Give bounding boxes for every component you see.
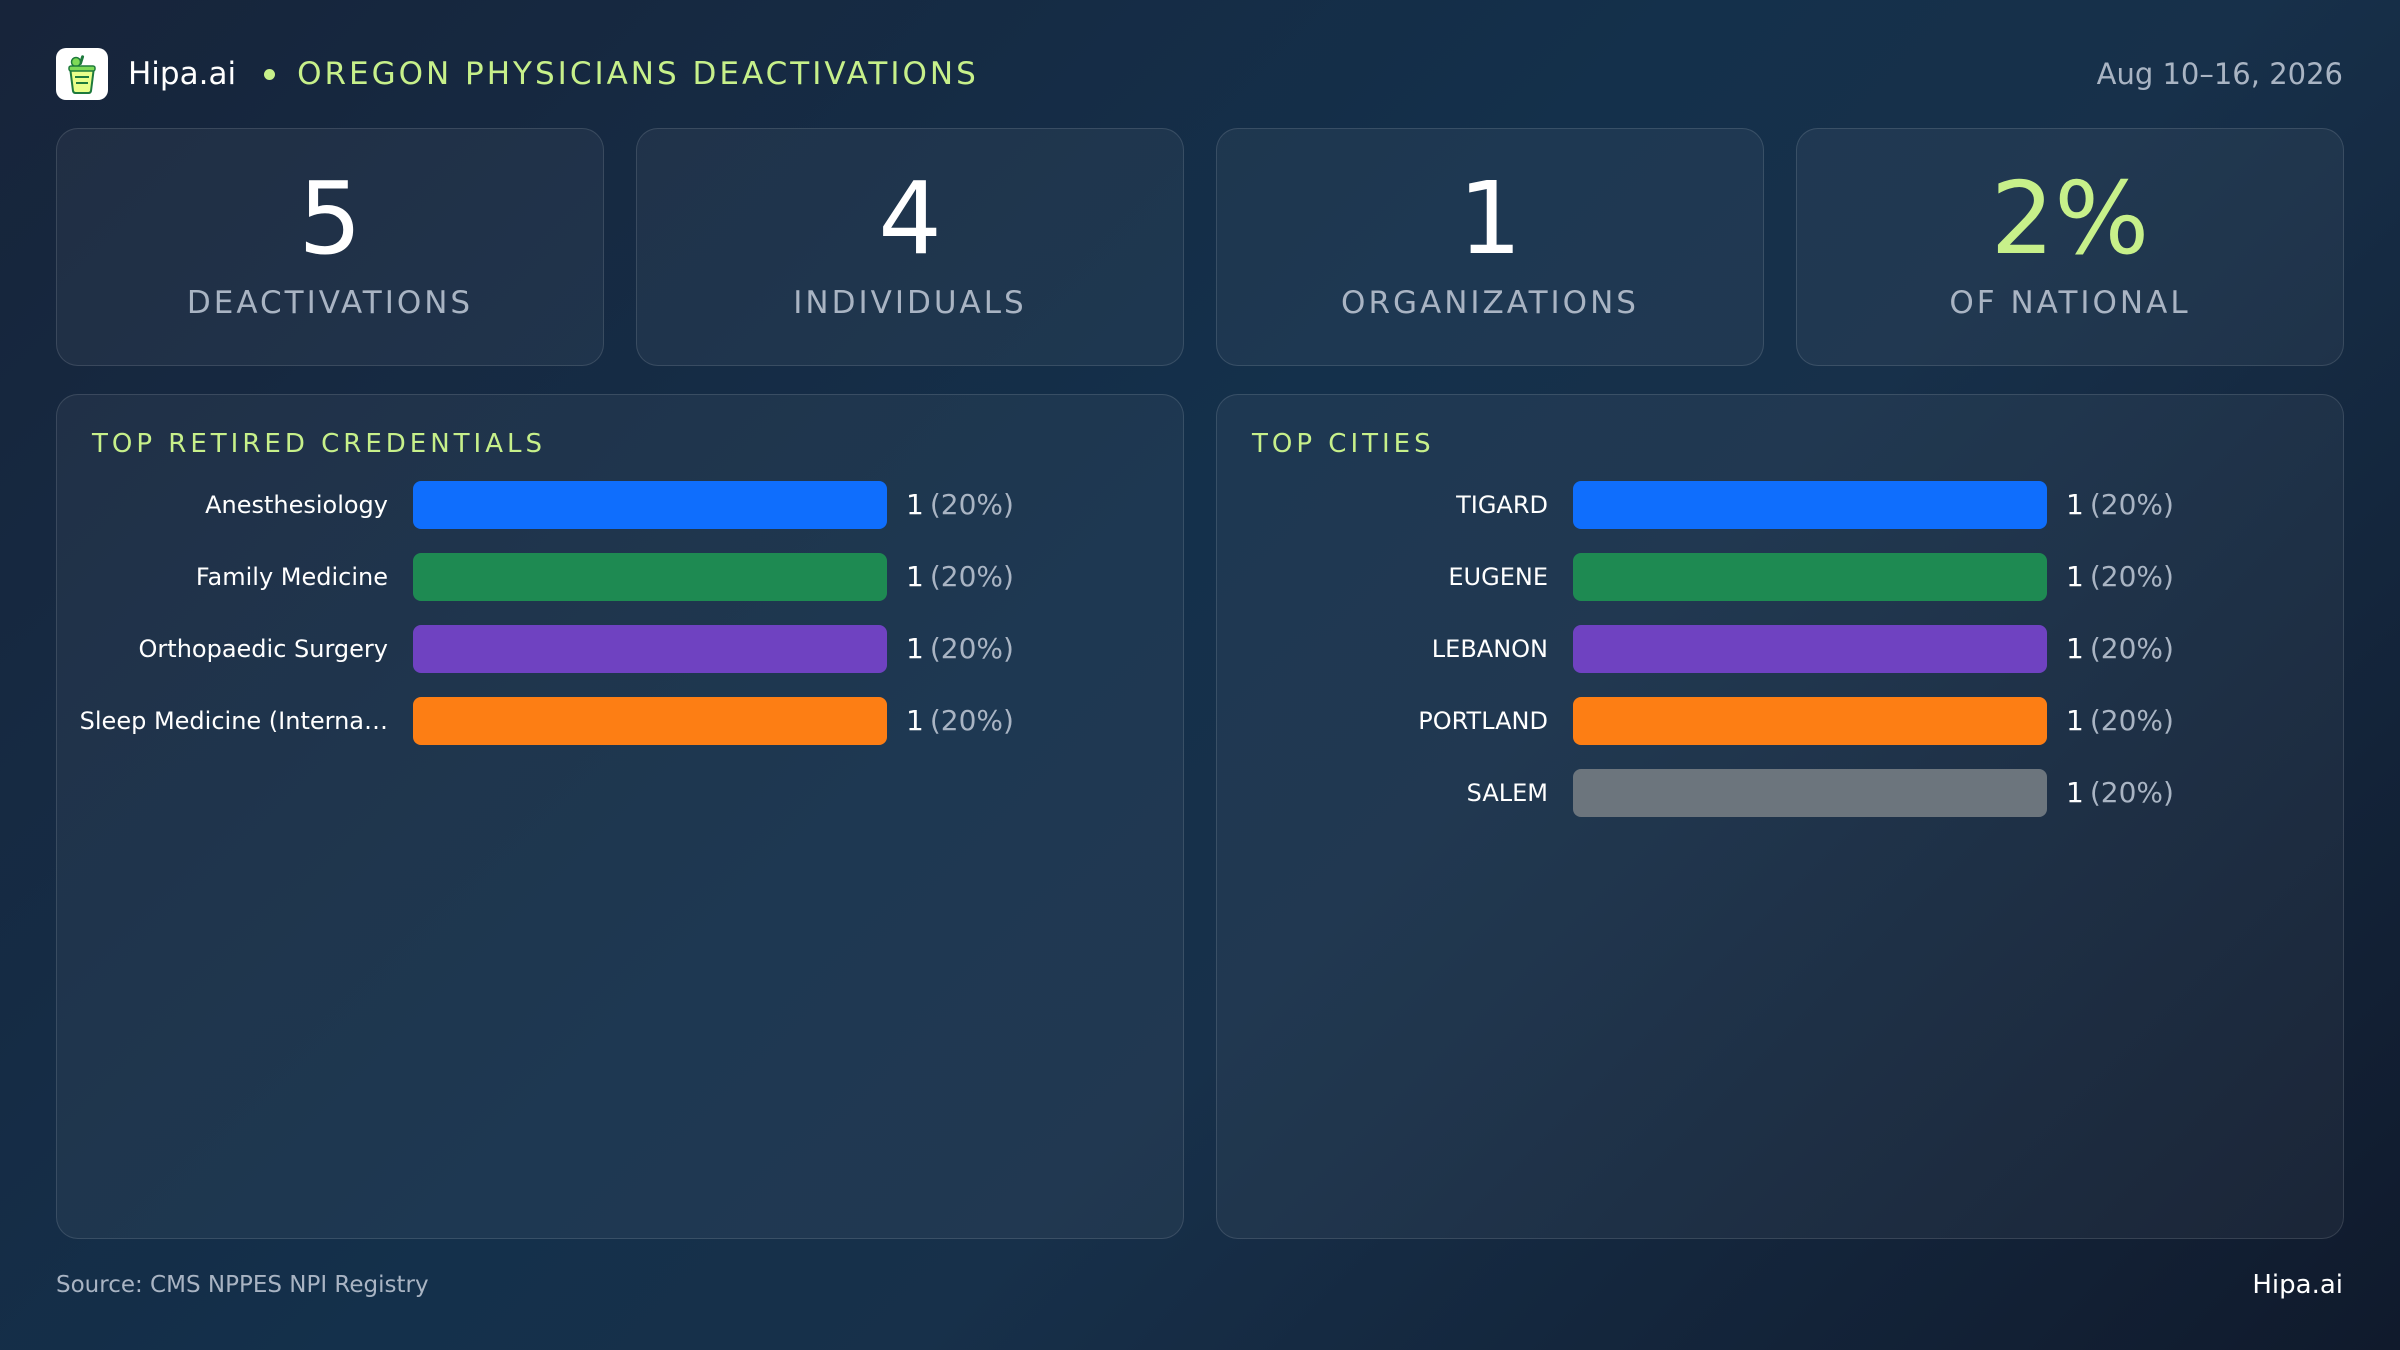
bar-category-label: Anesthesiology <box>205 491 388 519</box>
bar-row: LEBANON 1 (20%) <box>1217 625 2343 673</box>
panel-title: TOP RETIRED CREDENTIALS <box>92 429 546 459</box>
bar <box>1573 481 2047 529</box>
stat-card-national-share: 2% OF NATIONAL <box>1796 128 2344 366</box>
bar-value-label: 1 (20%) <box>2066 625 2174 673</box>
bar-percent: (20%) <box>2089 704 2174 737</box>
bar-category-label: LEBANON <box>1431 635 1548 663</box>
bar-count: 1 <box>906 560 924 593</box>
bar <box>413 697 887 745</box>
bar-track <box>1573 625 2047 673</box>
bar <box>1573 697 2047 745</box>
logo <box>56 48 108 100</box>
bar-percent: (20%) <box>929 560 1014 593</box>
bar-track <box>413 481 887 529</box>
stat-label: INDIVIDUALS <box>793 285 1027 321</box>
bar-count: 1 <box>906 632 924 665</box>
bar-category-label: Sleep Medicine (Interna… <box>79 707 388 735</box>
stat-card-deactivations: 5 DEACTIVATIONS <box>56 128 604 366</box>
header: Hipa.ai OREGON PHYSICIANS DEACTIVATIONS … <box>56 46 2343 102</box>
source-note: Source: CMS NPPES NPI Registry <box>56 1272 429 1298</box>
bar-track <box>1573 697 2047 745</box>
bar <box>413 481 887 529</box>
bar-count: 1 <box>2066 488 2084 521</box>
bar-value-label: 1 (20%) <box>2066 553 2174 601</box>
stat-value: 2% <box>1990 160 2150 277</box>
date-range: Aug 10–16, 2026 <box>2096 57 2343 91</box>
bar-category-label: PORTLAND <box>1418 707 1548 735</box>
stat-label: DEACTIVATIONS <box>186 285 474 321</box>
bar-count: 1 <box>906 704 924 737</box>
bar-row: Sleep Medicine (Interna… 1 (20%) <box>57 697 1183 745</box>
bar-value-label: 1 (20%) <box>2066 697 2174 745</box>
bar-count: 1 <box>2066 776 2084 809</box>
bar-row: PORTLAND 1 (20%) <box>1217 697 2343 745</box>
cities-bar-chart: TIGARD 1 (20%) EUGENE 1 (20%) LEBANON 1 (20%) POR… <box>1217 395 2343 1238</box>
bar-category-label: SALEM <box>1466 779 1548 807</box>
bar-percent: (20%) <box>2089 560 2174 593</box>
stat-card-organizations: 1 ORGANIZATIONS <box>1216 128 1764 366</box>
footer-brand: Hipa.ai <box>2252 1270 2343 1300</box>
bar <box>1573 769 2047 817</box>
bar <box>413 625 887 673</box>
credentials-panel: TOP RETIRED CREDENTIALS Anesthesiology 1(… <box>56 394 1184 1239</box>
bar-count: 1 <box>2066 632 2084 665</box>
panel-title: TOP CITIES <box>1252 429 1435 459</box>
bar-count: 1 <box>2066 704 2084 737</box>
bar-track <box>413 553 887 601</box>
bar-row: EUGENE 1 (20%) <box>1217 553 2343 601</box>
bar-count: 1 <box>2066 560 2084 593</box>
bar-percent: (20%) <box>2089 776 2174 809</box>
bar <box>413 553 887 601</box>
bar-value-label: 1 (20%) <box>906 697 1014 745</box>
bar-value-label: 1 (20%) <box>2066 769 2174 817</box>
bar-row: Anesthesiology 1 (20%) <box>57 481 1183 529</box>
bar-percent: (20%) <box>2089 488 2174 521</box>
stat-value: 4 <box>878 160 942 277</box>
drink-cup-icon <box>68 55 96 94</box>
bar <box>1573 553 2047 601</box>
page-title: OREGON PHYSICIANS DEACTIVATIONS <box>297 56 979 92</box>
stat-card-individuals: 4 INDIVIDUALS <box>636 128 1184 366</box>
bar-count: 1 <box>906 488 924 521</box>
bar-category-label: TIGARD <box>1456 491 1548 519</box>
bar-category-label: Orthopaedic Surgery <box>138 635 388 663</box>
bar-row: SALEM 1 (20%) <box>1217 769 2343 817</box>
bar-row: Family Medicine 1 (20%) <box>57 553 1183 601</box>
bar-percent: (20%) <box>929 704 1014 737</box>
stat-label: ORGANIZATIONS <box>1341 285 1639 321</box>
separator-dot <box>264 68 276 80</box>
bar-row: TIGARD 1 (20%) <box>1217 481 2343 529</box>
bar-track <box>413 697 887 745</box>
bar <box>1573 625 2047 673</box>
bar-value-label: 1 (20%) <box>2066 481 2174 529</box>
bar-track <box>1573 481 2047 529</box>
stat-value: 1 <box>1458 160 1522 277</box>
credentials-bar-chart: Anesthesiology 1 (20%) Family Medicine 1 (20%… <box>57 395 1183 1238</box>
bar-row: Orthopaedic Surgery 1 (20%) <box>57 625 1183 673</box>
bar-value-label: 1 (20%) <box>906 625 1014 673</box>
bar-percent: (20%) <box>2089 632 2174 665</box>
stat-label: OF NATIONAL <box>1949 285 2191 321</box>
stat-value: 5 <box>298 160 362 277</box>
bar-value-label: 1 (20%) <box>906 481 1014 529</box>
bar-track <box>1573 553 2047 601</box>
bar-track <box>413 625 887 673</box>
cities-panel: TOP CITIES TIGARD 1 (20%) EUGENE 1 (20%) LEBAN… <box>1216 394 2344 1239</box>
bar-track <box>1573 769 2047 817</box>
bar-value-label: 1 (20%) <box>906 553 1014 601</box>
bar-category-label: Family Medicine <box>195 563 388 591</box>
bar-percent: (20%) <box>929 632 1014 665</box>
bar-percent: (20%) <box>929 488 1014 521</box>
brand-name: Hipa.ai <box>128 56 237 92</box>
bar-category-label: EUGENE <box>1448 563 1548 591</box>
